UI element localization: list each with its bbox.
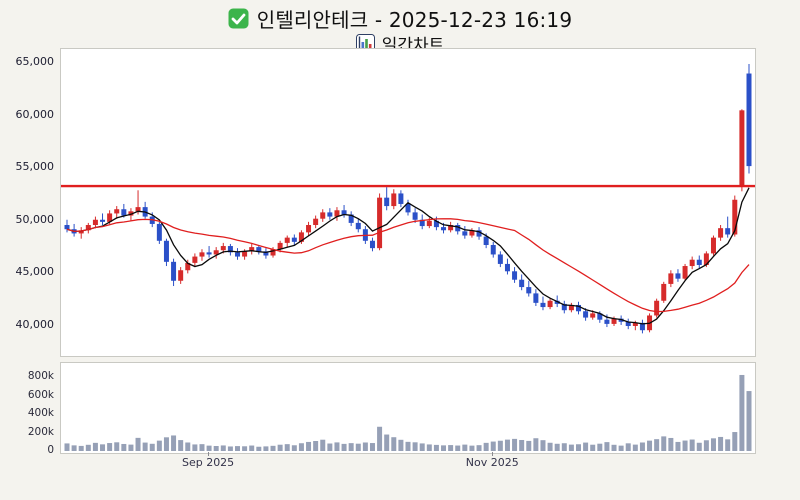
volume-axis-label: 600k [27, 388, 54, 401]
price-axis-label: 55,000 [15, 160, 55, 174]
volume-axis-label: 400k [27, 407, 54, 419]
price-axis-label: 45,000 [15, 265, 55, 279]
price-axis-label: 40,000 [15, 318, 55, 331]
volume-axis-label: 0 [47, 444, 54, 456]
volume-axis-label: 800k [27, 370, 54, 382]
price-axis-label: 60,000 [15, 107, 55, 121]
green-check-icon [228, 8, 249, 29]
month-label: Sep 2025 [181, 456, 235, 469]
volume-axis-label: 200k [27, 425, 54, 438]
price-axis-label: 50,000 [15, 212, 55, 226]
month-label: Nov 2025 [465, 456, 519, 469]
volume-chart-canvas [60, 362, 756, 454]
title-text: 인텔리안테크 - 2025-12-23 16:19 [256, 8, 573, 32]
page-title: 인텔리안테크 - 2025-12-23 16:19 [0, 4, 800, 33]
month-tick [208, 452, 210, 456]
price-chart-canvas [60, 48, 756, 357]
price-axis-label: 65,000 [15, 55, 55, 68]
month-tick [492, 452, 494, 456]
